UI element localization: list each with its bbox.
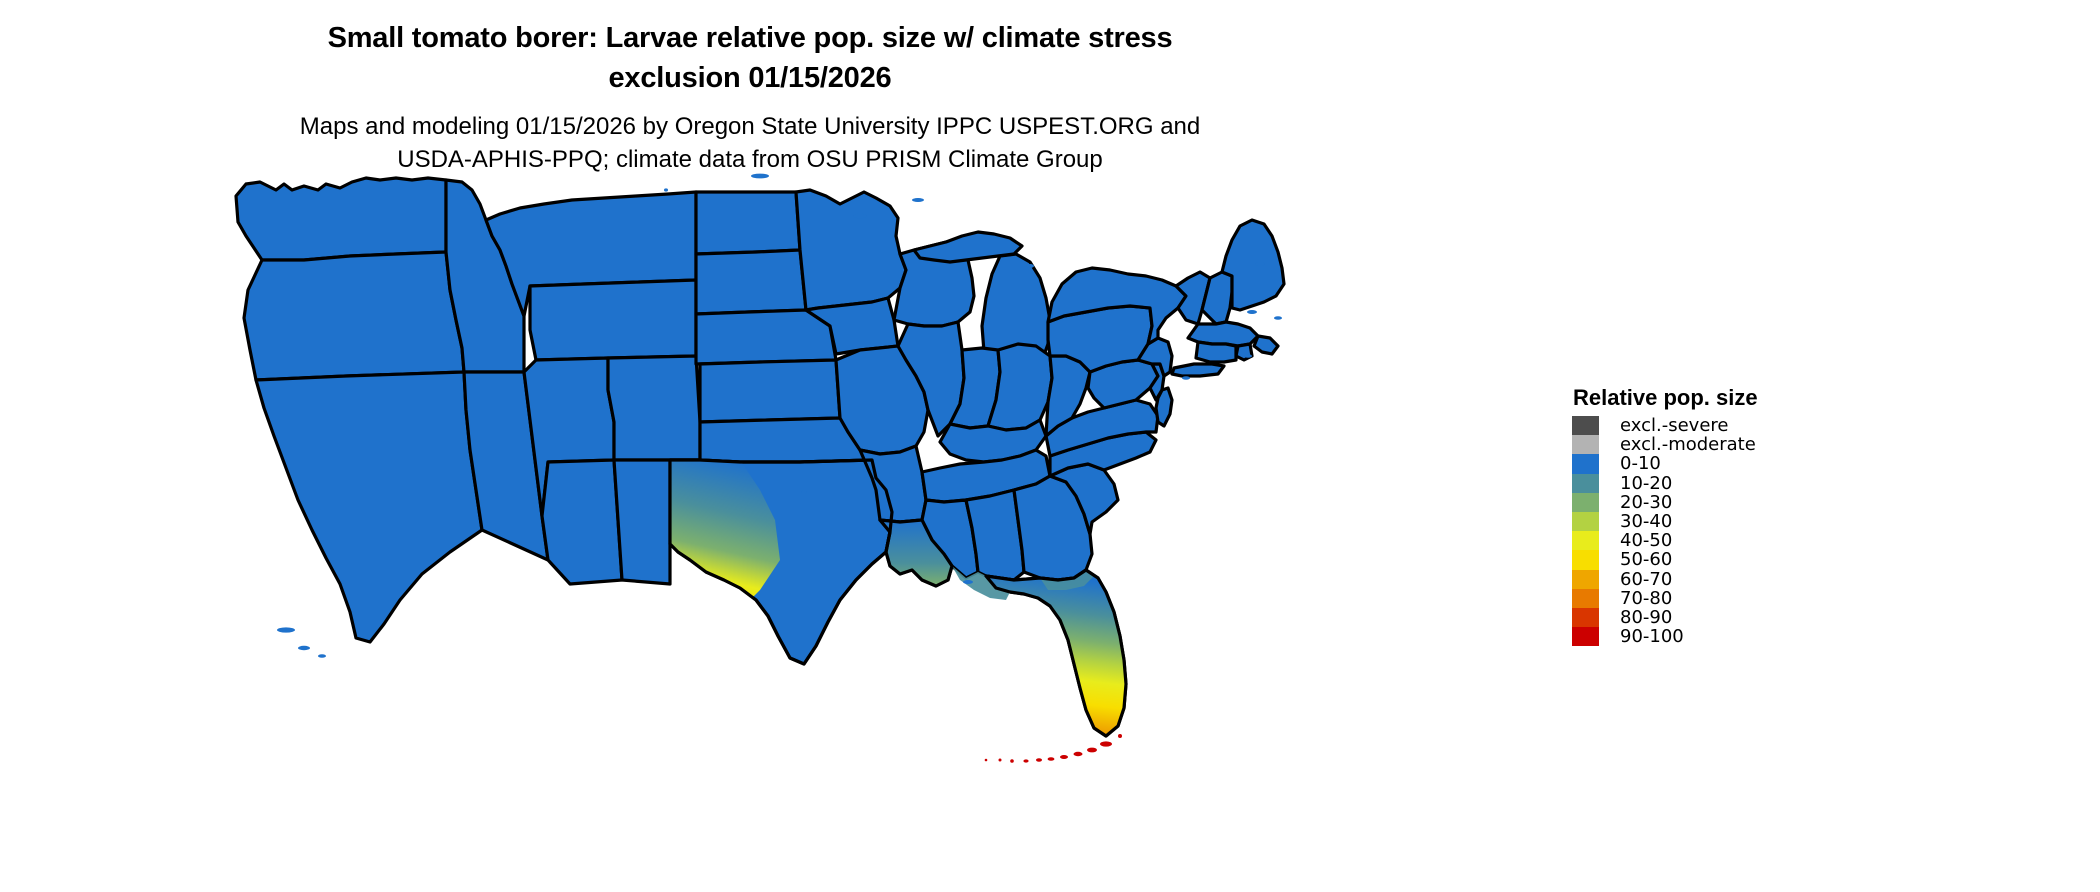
state-nebraska	[694, 308, 838, 366]
state-colorado	[606, 354, 702, 462]
legend-label: excl.-moderate	[1620, 434, 1756, 456]
florida-outline	[984, 568, 1128, 738]
florida-keys	[984, 734, 1122, 763]
state-michigan-upper	[912, 230, 1024, 264]
state-connecticut	[1194, 340, 1238, 364]
legend-row: 40-50	[1572, 531, 1902, 550]
cape-cod	[1252, 334, 1280, 356]
state-washington	[234, 176, 448, 262]
map-landmass	[234, 176, 1286, 738]
legend-swatch	[1572, 511, 1599, 532]
state-south-dakota	[694, 248, 808, 316]
legend-title: Relative pop. size	[1573, 385, 1758, 410]
state-wyoming	[528, 278, 698, 362]
legend-label: 70-80	[1620, 587, 1673, 609]
legend-swatch	[1572, 531, 1599, 551]
legend-swatch	[1572, 607, 1599, 628]
legend-swatch	[1572, 416, 1599, 436]
legend-row: excl.-moderate	[1572, 435, 1902, 454]
mississippi-coast-gradient	[952, 566, 1010, 600]
legend-swatch	[1572, 454, 1599, 474]
state-oregon	[242, 250, 466, 382]
legend-items: excl.-severe excl.-moderate 0-10 10-20 20-30…	[1572, 416, 1902, 646]
state-maine	[1220, 218, 1286, 312]
map-svg	[234, 173, 1286, 763]
legend-swatch	[1572, 569, 1599, 589]
legend-swatch	[1572, 473, 1599, 493]
legend-swatch	[1572, 588, 1599, 608]
legend-label: 30-40	[1620, 510, 1673, 532]
legend-row: 80-90	[1572, 608, 1902, 627]
legend-label: 90-100	[1620, 626, 1684, 648]
long-island	[1170, 362, 1226, 378]
map-legend: Relative pop. size excl.-severe excl.-mod…	[1572, 385, 1902, 646]
texas-outline	[668, 458, 894, 666]
legend-row: 10-20	[1572, 472, 1902, 494]
florida-gradient	[986, 570, 1126, 736]
state-new-jersey	[1136, 336, 1174, 378]
south-texas-gradient	[670, 460, 780, 630]
state-ohio	[986, 342, 1054, 432]
state-california	[254, 370, 484, 644]
state-north-dakota	[694, 190, 802, 256]
delmarva-peninsula	[1154, 386, 1174, 428]
legend-label: 20-30	[1620, 491, 1673, 513]
coastal-state-outlines	[668, 458, 1128, 738]
legend-label: 60-70	[1620, 568, 1673, 590]
state-arizona	[540, 458, 624, 586]
title-block: Small tomato borer: Larvae relative pop.…	[0, 18, 1500, 176]
louisiana-coast-gradient	[880, 520, 952, 586]
legend-row: 70-80	[1572, 587, 1902, 609]
legend-label: 10-20	[1620, 472, 1673, 494]
legend-row: excl.-severe	[1572, 416, 1902, 435]
legend-row: 0-10	[1572, 453, 1902, 475]
legend-label: 40-50	[1620, 530, 1673, 552]
us-choropleth-map	[200, 160, 1480, 880]
legend-swatch	[1572, 435, 1599, 455]
legend-swatch	[1572, 627, 1599, 647]
offshore-islands	[277, 173, 1282, 658]
legend-label: 0-10	[1620, 453, 1661, 475]
legend-row: 20-30	[1572, 493, 1902, 512]
legend-row: 50-60	[1572, 549, 1902, 571]
legend-label: 50-60	[1620, 549, 1673, 571]
legend-row: 30-40	[1572, 512, 1902, 531]
legend-label: 80-90	[1620, 606, 1673, 628]
louisiana-outline	[878, 518, 954, 588]
legend-swatch	[1572, 492, 1599, 512]
legend-row: 60-70	[1572, 568, 1902, 590]
page-title: Small tomato borer: Larvae relative pop.…	[327, 22, 1173, 94]
state-kansas	[698, 358, 842, 424]
legend-label: excl.-severe	[1620, 415, 1729, 436]
state-minnesota	[794, 188, 908, 312]
legend-row: 90-100	[1572, 627, 1902, 646]
legend-swatch	[1572, 550, 1599, 570]
